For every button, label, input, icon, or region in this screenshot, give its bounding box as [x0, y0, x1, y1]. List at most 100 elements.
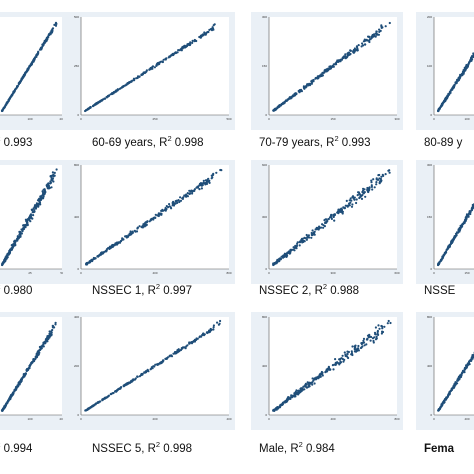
scatter-point	[312, 80, 315, 83]
scatter-point	[18, 230, 21, 233]
y-tick-label: 0	[77, 413, 79, 417]
scatter-point	[130, 379, 134, 382]
scatter-point	[294, 393, 297, 396]
scatter-point	[115, 242, 118, 245]
scatter-point	[370, 181, 373, 184]
scatter-point	[146, 368, 149, 371]
y-tick-label: 0	[77, 113, 79, 117]
scatter-point	[1, 409, 4, 412]
scatter-point	[307, 385, 310, 388]
scatter-point	[88, 261, 91, 264]
scatter-point	[32, 359, 35, 362]
scatter-point	[448, 392, 451, 395]
scatter-point	[368, 188, 371, 191]
scatter-point	[8, 398, 11, 401]
chart-panel-7: 0 300 600 0 300 600 NSSEC 2, R2 0.988	[251, 160, 403, 297]
scatter-point	[160, 209, 163, 212]
scatter-point	[334, 358, 337, 361]
scatter-point	[336, 211, 339, 214]
scatter-point	[168, 205, 171, 208]
scatter-point	[295, 244, 299, 247]
scatter-point	[378, 327, 381, 330]
scatter-point	[299, 389, 302, 392]
chart-panel-1: 01002000100200R2 0.993	[0, 12, 68, 149]
scatter-point	[118, 87, 121, 90]
scatter-point	[190, 341, 193, 344]
y-tick-label: 600	[262, 163, 267, 167]
r2-value: 0.993	[339, 137, 371, 149]
scatter-point	[356, 194, 359, 197]
scatter-point	[291, 394, 294, 397]
scatter-point	[129, 230, 132, 233]
scatter-point	[188, 192, 191, 195]
scatter-point	[360, 197, 364, 200]
scatter-point	[312, 379, 315, 382]
scatter-point	[18, 381, 21, 384]
scatter-point	[447, 246, 450, 249]
scatter-point	[165, 207, 168, 211]
scatter-point	[384, 25, 387, 28]
scatter-point	[31, 214, 35, 217]
superscript-2: 2	[167, 134, 171, 143]
scatter-point	[355, 45, 358, 48]
scatter-point	[92, 104, 95, 107]
scatter-point	[360, 342, 363, 345]
scatter-point	[215, 171, 218, 174]
scatter-point	[26, 224, 29, 227]
scatter-point	[383, 325, 386, 328]
scatter-point	[379, 180, 382, 183]
scatter-point	[460, 72, 464, 75]
scatter-point	[52, 326, 55, 329]
chart-caption: R2 0.980	[0, 282, 32, 297]
scatter-point	[210, 328, 213, 332]
caption-label: NSSEC 5, R	[92, 443, 156, 455]
scatter-point	[85, 409, 88, 412]
scatter-point	[35, 356, 38, 359]
y-tick-label: 250	[74, 64, 79, 68]
scatter-point	[310, 236, 313, 239]
x-tick-label: 0	[80, 117, 82, 121]
scatter-point	[333, 219, 336, 222]
scatter-point	[153, 365, 156, 368]
scatter-points	[437, 351, 474, 412]
scatter-point	[453, 236, 456, 239]
scatter-point	[136, 75, 140, 78]
scatter-point	[9, 249, 12, 252]
superscript-2: 2	[156, 282, 160, 291]
scatter-point	[444, 397, 447, 401]
scatter-point	[374, 32, 377, 35]
scatter-point	[29, 213, 33, 216]
scatter-point	[353, 350, 356, 353]
scatter-point	[363, 191, 366, 194]
scatter-point	[351, 203, 354, 206]
scatter-point	[189, 41, 192, 44]
scatter-point	[338, 358, 341, 361]
scatter-point	[379, 177, 382, 181]
scatter-point	[317, 76, 320, 80]
y-tick-label: 400	[262, 364, 267, 368]
scatter-point	[464, 219, 467, 222]
scatter-point	[381, 327, 384, 330]
caption-label: Male, R	[259, 443, 299, 455]
scatter-point	[51, 177, 55, 180]
scatter-point	[12, 91, 15, 94]
scatter-point	[341, 357, 344, 361]
scatter-point	[305, 233, 308, 237]
scatter-point	[45, 338, 48, 341]
scatter-point	[31, 209, 34, 212]
scatter-point	[22, 376, 25, 379]
scatter-point	[294, 244, 297, 247]
scatter-point	[43, 192, 46, 195]
chart-caption: NSSE	[424, 285, 456, 297]
scatter-point	[207, 180, 210, 183]
scatter-point	[354, 344, 357, 347]
scatter-point	[339, 360, 342, 363]
scatter-point	[11, 247, 14, 251]
scatter-point	[341, 212, 344, 215]
scatter-point	[20, 377, 24, 380]
x-tick-label: 0	[268, 117, 270, 121]
scatter-point	[355, 198, 358, 201]
scatter-point	[375, 337, 378, 340]
chart-panel-3: 0 150 300 0 150 300 70-79 years, R2 0.993	[251, 12, 403, 149]
caption-label: 70-79 years, R	[259, 137, 334, 149]
